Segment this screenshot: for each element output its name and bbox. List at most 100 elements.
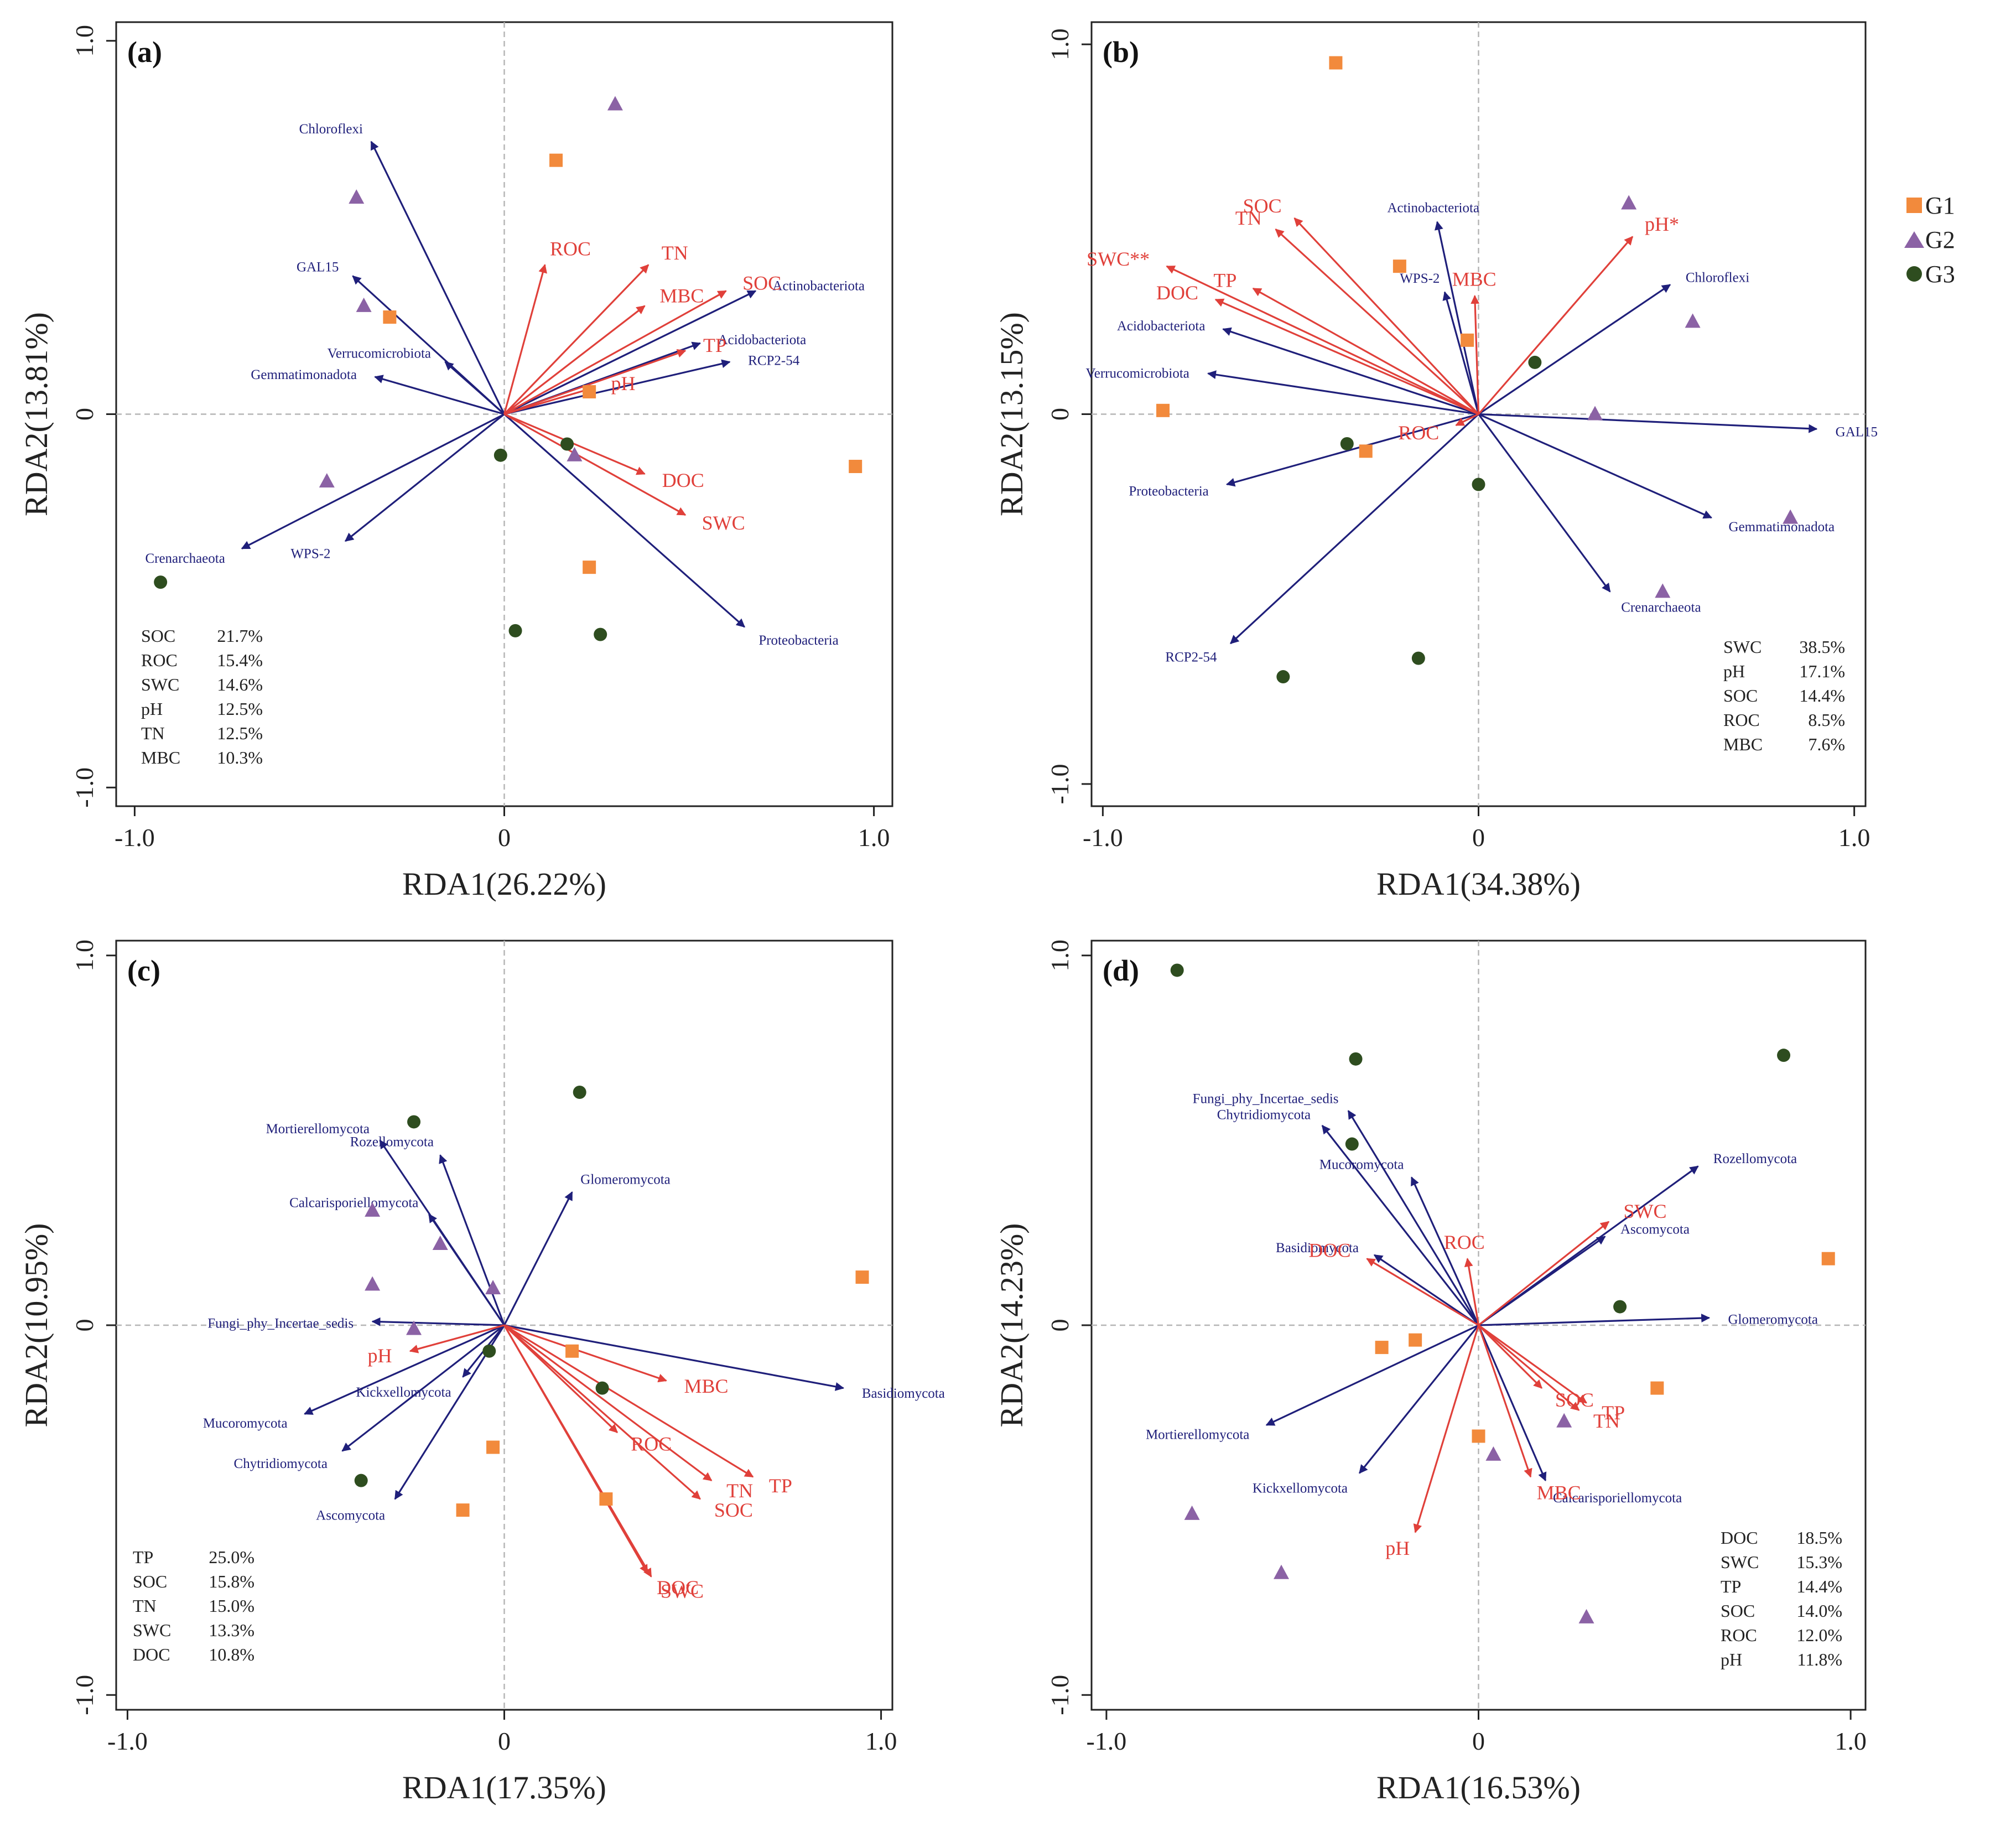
species-arrow — [503, 1191, 573, 1326]
sample-point-g3 — [493, 448, 507, 462]
species-arrow — [1478, 1236, 1606, 1326]
env-label: pH — [1385, 1537, 1410, 1559]
sample-point-g2 — [1485, 1446, 1501, 1461]
sample-point-g2 — [1556, 1413, 1572, 1428]
contribution-value: 12.5% — [217, 699, 263, 719]
species-arrow — [304, 1324, 505, 1415]
x-tick-label: 1.0 — [1835, 1727, 1867, 1755]
sample-point-g3 — [573, 1085, 586, 1099]
env-arrow — [1478, 1324, 1542, 1389]
env-arrow — [1413, 1325, 1480, 1533]
species-label: GAL15 — [297, 260, 339, 275]
contribution-value: 14.4% — [1799, 686, 1845, 705]
env-arrow — [504, 386, 594, 416]
species-arrow — [1478, 413, 1818, 433]
env-arrow — [1478, 1324, 1580, 1411]
contribution-value: 14.0% — [1796, 1601, 1842, 1621]
sample-point-g1 — [1650, 1381, 1664, 1395]
contribution-value: 21.7% — [217, 626, 263, 646]
species-label: Actinobacteriota — [1387, 201, 1479, 216]
species-label: Mortierellomycota — [266, 1122, 370, 1137]
contribution-var: SWC — [141, 675, 179, 694]
sample-point-g2 — [406, 1320, 422, 1335]
legend-item-g2: G2 — [1903, 222, 1955, 257]
env-label: SWC — [702, 512, 745, 534]
species-arrow — [344, 413, 505, 542]
sample-point-g3 — [595, 1381, 609, 1395]
species-label: Acidobacteriota — [718, 333, 807, 347]
species-arrow — [1442, 291, 1480, 414]
sample-point-g2 — [1184, 1505, 1200, 1520]
env-arrow — [503, 1324, 713, 1481]
sample-point-g3 — [482, 1344, 496, 1358]
env-arrow — [503, 264, 547, 414]
sample-point-g3 — [1349, 1052, 1363, 1066]
env-arrow — [1455, 413, 1479, 426]
rda-panel-1: -1.0 -1.0 0 0 1.0 1.0 RDA1(26.22%) RDA2(13.81%)… — [18, 21, 893, 902]
species-arrow — [1435, 221, 1480, 414]
contribution-var: pH — [1721, 1649, 1742, 1669]
species-label: Proteobacteria — [758, 633, 838, 648]
species-arrow — [1478, 413, 1713, 519]
y-tick-label: 1.0 — [70, 940, 98, 972]
y-tick-label: 1.0 — [70, 25, 98, 57]
sample-point-g3 — [407, 1115, 421, 1129]
sample-point-g3 — [1340, 437, 1354, 450]
x-tick-label: 0 — [498, 1727, 511, 1755]
env-arrow — [503, 413, 646, 475]
env-label: pH* — [1645, 213, 1679, 235]
species-label: Glomeromycota — [1728, 1312, 1817, 1327]
env-label: TP — [1213, 269, 1236, 291]
legend-label-g2: G2 — [1925, 226, 1955, 253]
legend-item-g1: G1 — [1903, 188, 1955, 222]
contribution-var: ROC — [1723, 710, 1760, 730]
contribution-value: 7.6% — [1808, 734, 1845, 754]
env-arrow — [503, 1324, 667, 1383]
circle-marker-icon — [1906, 266, 1922, 282]
env-arrow — [1166, 265, 1479, 415]
species-label: Gemmatimonadota — [251, 367, 357, 382]
species-arrow — [370, 141, 505, 415]
legend: G1 G2 G3 — [1903, 188, 1955, 291]
env-arrow — [1252, 287, 1479, 415]
species-label: GAL15 — [1836, 425, 1878, 440]
env-label: DOC — [1309, 1239, 1351, 1261]
env-label: DOC — [1156, 282, 1198, 304]
species-label: Gemmatimonadota — [1729, 520, 1835, 535]
x-axis-label: RDA1(16.53%) — [1376, 1770, 1581, 1806]
sample-point-g1 — [1409, 1333, 1422, 1347]
env-arrow — [1293, 217, 1479, 415]
contribution-value: 10.3% — [217, 748, 263, 767]
env-label: TN — [662, 242, 688, 264]
species-label: RCP2-54 — [1165, 650, 1217, 665]
triangle-marker-icon — [1904, 231, 1924, 248]
species-label: Chloroflexi — [1686, 271, 1749, 286]
env-label: TP — [769, 1475, 792, 1497]
x-tick-label: -1.0 — [107, 1727, 148, 1755]
contribution-var: TP — [1721, 1576, 1741, 1596]
species-arrow — [1321, 1124, 1479, 1326]
species-arrow — [444, 361, 505, 415]
sample-point-g1 — [1359, 444, 1373, 458]
species-arrow — [503, 413, 745, 628]
contribution-var: DOC — [1721, 1528, 1758, 1548]
env-label: DOC — [662, 469, 704, 491]
sample-point-g1 — [599, 1492, 613, 1506]
env-label: MBC — [1452, 268, 1497, 290]
y-tick-label: 0 — [1046, 408, 1074, 421]
sample-point-g1 — [855, 1270, 869, 1284]
species-label: Acidobacteriota — [1117, 319, 1206, 334]
env-label: TN — [726, 1480, 753, 1502]
sample-point-g3 — [154, 575, 168, 589]
env-label: SWC — [661, 1580, 704, 1602]
rda-panel-4: -1.0 -1.0 0 0 1.0 1.0 RDA1(16.53%) RDA2(14.23%)… — [994, 940, 1867, 1806]
sample-point-g3 — [354, 1474, 368, 1487]
sample-point-g3 — [1276, 670, 1290, 684]
species-arrow — [504, 1324, 845, 1391]
species-label: Proteobacteria — [1129, 484, 1208, 499]
contribution-value: 13.3% — [209, 1620, 254, 1640]
sample-point-g1 — [1821, 1252, 1835, 1265]
env-arrow — [1366, 1258, 1479, 1326]
sample-point-g2 — [1587, 406, 1603, 421]
